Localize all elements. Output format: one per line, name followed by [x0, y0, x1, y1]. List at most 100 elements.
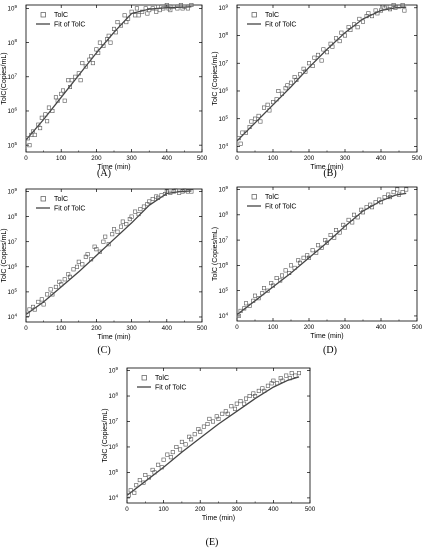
legend-marker-icon: [40, 196, 46, 202]
y-axis-title: TolC (Copies/mL): [212, 227, 219, 281]
x-tick-label: 200: [195, 506, 206, 513]
x-tick-label: 200: [91, 155, 102, 162]
data-point-marker: [220, 411, 225, 416]
data-point-marker: [201, 424, 206, 429]
data-point-marker: [76, 71, 81, 76]
data-point-marker: [170, 450, 175, 455]
x-tick-label: 400: [268, 506, 279, 513]
data-point-marker: [258, 119, 263, 124]
data-point-marker: [297, 72, 302, 77]
data-point-marker: [225, 411, 230, 416]
x-tick-label: 400: [376, 324, 387, 331]
data-point-marker: [90, 61, 95, 66]
plot-frame: [236, 4, 418, 153]
legend-marker-icon: [40, 12, 46, 18]
data-point-marker: [108, 40, 113, 45]
y-axis-title: TolC (Copies/mL): [1, 228, 8, 282]
x-tick-label: 100: [268, 155, 279, 162]
data-point-marker: [50, 292, 55, 297]
data-point-marker: [25, 312, 30, 317]
data-point-marker: [375, 11, 380, 16]
panel-label: (C): [97, 345, 110, 356]
data-point-marker: [136, 212, 141, 217]
fit-line: [25, 6, 192, 141]
data-point-marker: [244, 301, 249, 306]
data-point-marker: [119, 224, 124, 229]
data-point-marker: [189, 189, 194, 194]
data-point-marker: [355, 25, 360, 30]
x-tick-label: 500: [197, 155, 208, 162]
data-point-marker: [156, 462, 161, 467]
data-point-marker: [115, 20, 120, 25]
x-tick-label: 500: [412, 155, 423, 162]
data-point-marker: [289, 371, 294, 376]
legend-marker-icon: [251, 12, 257, 18]
data-point-marker: [285, 83, 290, 88]
legend-label-fit: Fit of TolC: [265, 204, 296, 211]
data-point-marker: [32, 307, 37, 312]
data-point-marker: [238, 399, 243, 404]
data-point-marker: [97, 249, 102, 254]
data-point-marker: [297, 260, 302, 265]
data-point-marker: [75, 264, 80, 269]
data-point-marker: [364, 205, 369, 210]
plot-frame: [236, 186, 418, 322]
data-point-marker: [94, 247, 99, 252]
data-point-marker: [134, 483, 139, 488]
data-point-marker: [265, 102, 270, 107]
data-point-marker: [279, 91, 284, 96]
x-tick-label: 200: [304, 324, 315, 331]
data-point-marker: [41, 302, 46, 307]
data-point-marker: [124, 222, 129, 227]
chart-panel: 0 100 200 300 400 500 104 105 106 107 108 109 Time (…: [212, 185, 423, 356]
data-point-marker: [400, 2, 405, 8]
x-axis-title: Time (min): [202, 515, 235, 522]
data-point-marker: [396, 192, 401, 197]
data-point-marker: [97, 40, 102, 45]
data-point-marker: [238, 141, 243, 146]
data-point-marker: [137, 478, 142, 483]
data-point-marker: [310, 248, 315, 253]
data-point-marker: [384, 4, 389, 9]
data-point-marker: [337, 230, 342, 235]
y-tick-label: 107: [219, 236, 229, 245]
data-point-marker: [306, 255, 311, 260]
data-point-marker: [404, 187, 409, 192]
data-point-marker: [270, 100, 275, 105]
data-point-marker: [207, 416, 212, 421]
data-point-marker: [136, 13, 141, 18]
data-point-marker: [73, 74, 78, 79]
data-point-marker: [303, 69, 308, 74]
data-point-marker: [350, 220, 355, 225]
data-point-marker: [43, 112, 48, 117]
x-axis-title: Time (min): [310, 164, 343, 171]
panel-label: (E): [206, 537, 219, 548]
data-point-marker: [234, 401, 239, 406]
x-tick-label: 400: [376, 155, 387, 162]
panel-label: (D): [323, 345, 337, 356]
x-tick-label: 300: [126, 155, 137, 162]
data-point-marker: [256, 388, 261, 393]
plot-frame: [25, 188, 203, 323]
data-point-marker: [233, 406, 238, 411]
data-point-marker: [50, 109, 55, 114]
data-point-marker: [62, 98, 67, 103]
x-axis-title: Time (min): [97, 334, 130, 341]
data-point-marker: [312, 55, 317, 60]
x-tick-label: 300: [340, 324, 351, 331]
data-point-marker: [260, 291, 265, 296]
data-point-marker: [126, 493, 131, 498]
data-point-marker: [205, 421, 210, 426]
data-point-marker: [211, 419, 216, 424]
legend-label-data: TolC: [155, 375, 169, 382]
data-point-marker: [328, 233, 333, 238]
data-point-marker: [288, 80, 293, 85]
data-point-marker: [261, 105, 266, 110]
data-point-marker: [339, 30, 344, 35]
data-point-marker: [83, 64, 88, 69]
data-point-marker: [115, 229, 120, 234]
data-point-marker: [293, 373, 298, 378]
data-point-marker: [80, 262, 85, 267]
y-tick-label: 106: [109, 443, 119, 452]
data-point-marker: [179, 439, 184, 444]
